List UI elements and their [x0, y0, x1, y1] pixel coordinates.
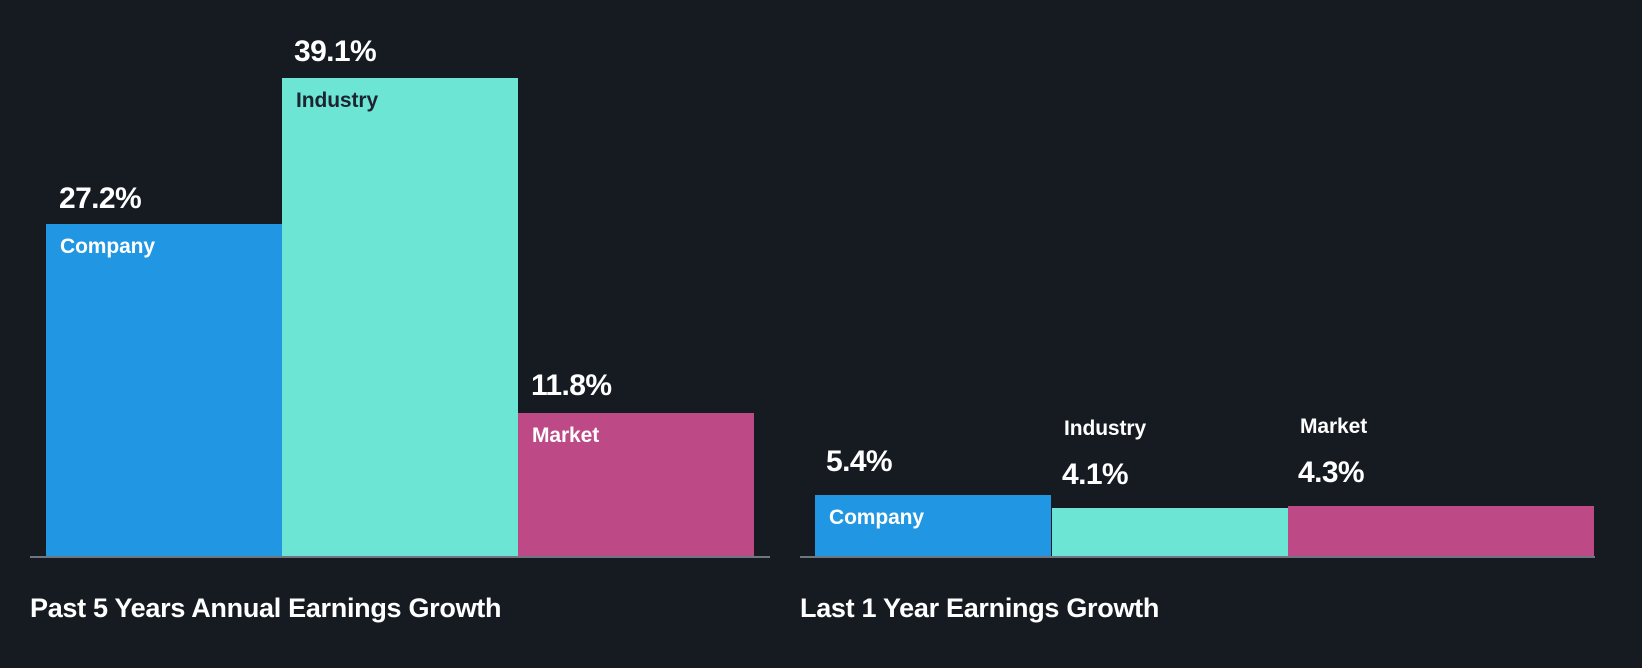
bar-market-right[interactable]	[1288, 506, 1594, 556]
chart-past-5-years: 27.2% Company 39.1% Industry 11.8% Marke…	[0, 0, 790, 668]
chart-last-1-year: 5.4% Company Industry 4.1% Market 4.3% L…	[790, 0, 1642, 668]
bar-industry-left[interactable]: Industry	[282, 78, 518, 556]
value-label-industry-right: 4.1%	[1062, 458, 1129, 491]
bar-industry-right[interactable]	[1052, 508, 1288, 556]
value-label-industry-left: 39.1%	[294, 35, 377, 68]
bar-market-left[interactable]: Market	[518, 413, 754, 556]
bar-label-industry-left: Industry	[296, 89, 379, 112]
bar-label-market-right: Market	[1300, 415, 1368, 438]
chart-title-last-1-year: Last 1 Year Earnings Growth	[800, 593, 1160, 623]
value-label-company-right: 5.4%	[826, 445, 893, 478]
bar-label-company-left: Company	[60, 235, 155, 258]
chart-title-past-5-years: Past 5 Years Annual Earnings Growth	[30, 593, 502, 623]
value-label-market-left: 11.8%	[531, 369, 612, 402]
bar-label-company-right: Company	[829, 506, 924, 529]
bar-company-left[interactable]: Company	[46, 224, 282, 556]
baseline-axis-left	[30, 556, 770, 558]
value-label-market-right: 4.3%	[1298, 456, 1365, 489]
bar-company-right[interactable]: Company	[815, 495, 1051, 556]
plot-area-right: 5.4% Company Industry 4.1% Market 4.3%	[790, 0, 1642, 558]
bar-label-industry-right: Industry	[1064, 417, 1147, 440]
plot-area-left: 27.2% Company 39.1% Industry 11.8% Marke…	[0, 0, 790, 558]
baseline-axis-right	[800, 556, 1595, 558]
value-label-company-left: 27.2%	[59, 182, 142, 215]
bar-label-market-left: Market	[532, 424, 600, 447]
